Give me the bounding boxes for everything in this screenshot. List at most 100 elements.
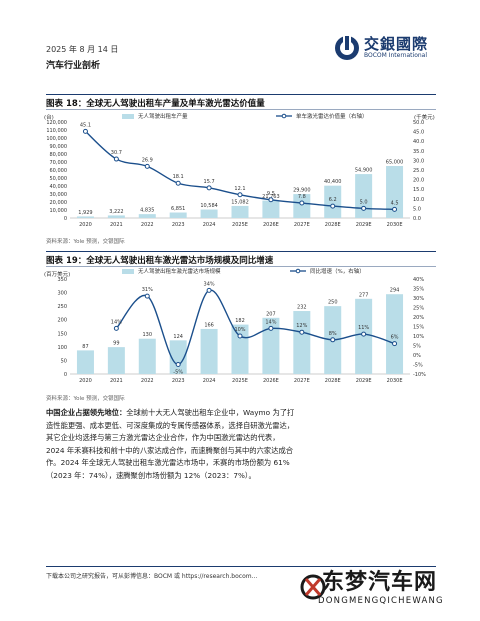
line-value-label: 4.5 (391, 200, 399, 206)
x-tick-label: 2029E (356, 222, 372, 228)
x-tick-label: 2027E (294, 378, 310, 384)
y-left-tick: 350 (57, 277, 67, 283)
line-value-label: 31% (142, 287, 153, 293)
bar-value-label: 207 (266, 311, 276, 317)
y-right-tick: 45.0 (413, 130, 424, 136)
bar-value-label: 130 (142, 332, 152, 338)
figure-19-rule (46, 251, 436, 252)
line-point (175, 180, 181, 186)
legend-line-marker (295, 268, 301, 274)
line-point (144, 293, 150, 299)
x-tick-label: 2023 (172, 222, 185, 228)
y-right-tick: 10.0 (413, 197, 424, 203)
y-right-tick: 5% (413, 344, 421, 350)
line-value-label: 14% (111, 319, 122, 325)
footer-rule (46, 566, 436, 567)
figure-19-source: 资料来源：Yole 预测，交银国际 (46, 396, 125, 402)
line-point (144, 163, 150, 169)
line-point (361, 205, 367, 211)
y-right-tick: 0% (413, 353, 421, 359)
series-line (115, 289, 395, 366)
bar-value-label: 294 (390, 288, 400, 294)
line-value-label: 10% (234, 327, 245, 333)
figure-18-rule-bottom (46, 109, 436, 110)
y-left-tick: 70,000 (50, 160, 68, 166)
watermark-english: DONGMENGQICHEWANG (318, 596, 444, 606)
y-left-tick: 300 (57, 291, 67, 297)
y-left-tick: 120,000 (46, 120, 67, 126)
bar-value-label: 166 (204, 322, 214, 328)
line-value-label: 26.9 (142, 157, 153, 163)
x-tick-label: 2021 (110, 222, 123, 228)
y-left-unit: (百万美元) (44, 270, 70, 278)
paragraph-line-2: 造性能更强、成本更低、可深度集成的专属传感器体系，选择自研激光雷达， (46, 420, 295, 430)
legend-line-label: 同比增速（%，右轴） (310, 267, 365, 275)
x-tick-label: 2030E (387, 222, 403, 228)
line-value-label: 6.2 (329, 197, 337, 203)
y-right-tick: 40% (413, 277, 424, 283)
line-point (206, 287, 212, 293)
paragraph-lead: 中国企业占据领先地位： (46, 408, 127, 417)
chart-lidar-market: 无人驾驶出租车激光雷达市场规模 同比增速（%，右轴） (百万美元) 0 50 100 150… (44, 267, 426, 384)
figure-19-rule-bottom (46, 266, 436, 267)
bar (324, 185, 342, 218)
bar (200, 328, 218, 374)
line-value-label: 30.7 (111, 150, 122, 156)
bar (138, 214, 156, 218)
bar-value-label: 277 (359, 292, 369, 298)
line-point (299, 200, 305, 206)
legend-bar-label: 无人驾驶出租车产量 (138, 112, 188, 120)
line-point (361, 331, 367, 337)
chart-taxi-production: 无人驾驶出租车产量 单车激光雷达价值量（右轴） (台) (千美元) 0 10,000 20,… (44, 112, 435, 228)
y-left-tick: 60,000 (50, 168, 68, 174)
x-tick-label: 2020 (79, 222, 92, 228)
bar (355, 174, 373, 218)
line-value-label: 11% (358, 325, 369, 331)
bar-value-label: 124 (173, 334, 183, 340)
x-tick-label: 2028E (325, 378, 341, 384)
bar (76, 216, 94, 218)
bar (107, 347, 125, 374)
y-right-tick: 30.0 (413, 158, 424, 164)
footer-text: 下载本公司之研究报告，可从彭博信息：BOCM 或 https://researc… (46, 573, 258, 580)
x-tick-label: 2028E (325, 222, 341, 228)
y-left-tick: 50 (61, 358, 67, 364)
bar-value-label: 21,763 (262, 194, 280, 200)
bar-value-label: 99 (113, 341, 119, 347)
bar-value-label: 29,900 (293, 188, 311, 194)
legend-line-marker (281, 113, 287, 119)
y-left-tick: 10,000 (50, 208, 68, 214)
line-value-label: 8% (329, 331, 337, 337)
y-left-tick: 150 (57, 331, 67, 337)
line-value-label: 18.1 (173, 174, 184, 180)
logo-english: BOCOM International (364, 52, 428, 59)
bar (76, 350, 94, 374)
y-right-tick: 50.0 (413, 120, 424, 126)
y-right-tick: 30% (413, 296, 424, 302)
watermark-chinese: 东梦汽车网 (322, 570, 438, 595)
y-right-tick: 35% (413, 287, 424, 293)
x-tick-label: 2029E (356, 378, 372, 384)
line-value-label: 9.5 (267, 191, 275, 197)
bar-value-label: 54,900 (355, 168, 373, 174)
y-left-tick: 90,000 (50, 144, 68, 150)
legend-bar-swatch (122, 114, 134, 119)
line-value-label: 7.8 (298, 194, 306, 200)
paragraph-line-3: 其它企业均选择与第三方激光雷达企业合作，作为中国激光雷达的代表， (46, 433, 280, 443)
x-tick-label: 2026E (263, 222, 279, 228)
line-point (330, 203, 336, 209)
figure-18-rule (46, 94, 436, 95)
line-point (268, 197, 274, 203)
line-point (206, 185, 212, 191)
watermark-icon (300, 574, 326, 600)
bar-value-label: 4,835 (140, 208, 154, 214)
line-point (330, 337, 336, 343)
bar-value-label: 6,851 (171, 206, 185, 212)
y-left-tick: 0 (64, 216, 67, 222)
line-value-label: 5.0 (360, 199, 368, 205)
bar (169, 212, 187, 218)
y-right-tick: 15% (413, 325, 424, 331)
y-left-tick: 110,000 (46, 128, 67, 134)
line-value-label: -5% (173, 370, 183, 376)
y-right-unit: (千美元) (414, 113, 435, 121)
